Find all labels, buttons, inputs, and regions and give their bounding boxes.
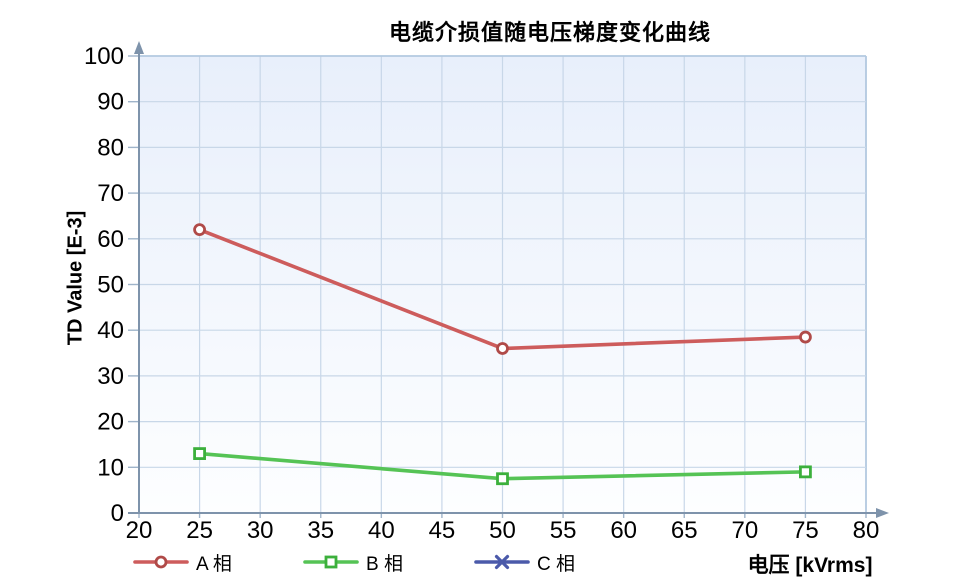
svg-text:30: 30	[97, 363, 124, 390]
legend-item-phase-a: A 相	[133, 549, 232, 575]
phase-a-line-circle-icon	[133, 555, 189, 569]
legend-item-phase-c: C 相	[474, 549, 575, 575]
svg-text:0: 0	[111, 500, 124, 527]
svg-text:40: 40	[97, 317, 124, 344]
svg-text:100: 100	[84, 43, 124, 70]
svg-text:80: 80	[97, 134, 124, 161]
svg-text:60: 60	[97, 226, 124, 253]
svg-text:25: 25	[186, 517, 213, 544]
legend-item-phase-b: B 相	[303, 549, 403, 575]
phase-b-line-square-icon	[303, 555, 359, 569]
svg-text:45: 45	[429, 517, 456, 544]
svg-text:30: 30	[247, 517, 274, 544]
svg-text:60: 60	[610, 517, 637, 544]
legend-label-phase-c: C 相	[537, 553, 576, 575]
plot-area: 0 10 20 30 40 50 60 70 80 90 100 20 25 30 35 40 45 50 55 60…	[84, 41, 889, 544]
svg-text:20: 20	[97, 409, 124, 436]
chart-title: 电缆介损值随电压梯度变化曲线	[388, 20, 711, 45]
svg-text:50: 50	[489, 517, 516, 544]
legend: A 相 B 相 C 相	[0, 549, 978, 575]
svg-text:90: 90	[97, 89, 124, 116]
svg-text:65: 65	[671, 517, 698, 544]
svg-text:50: 50	[97, 272, 124, 299]
svg-text:70: 70	[731, 517, 758, 544]
svg-text:20: 20	[126, 517, 153, 544]
svg-text:35: 35	[307, 517, 334, 544]
svg-text:80: 80	[853, 517, 880, 544]
svg-text:40: 40	[368, 517, 395, 544]
svg-text:55: 55	[550, 517, 577, 544]
legend-label-phase-b: B 相	[366, 553, 403, 575]
phase-c-line-x-icon	[474, 554, 530, 570]
legend-label-phase-a: A 相	[196, 553, 232, 575]
svg-text:75: 75	[792, 517, 819, 544]
svg-text:70: 70	[97, 180, 124, 207]
x-axis-label: 电压 [kVrms]	[747, 554, 873, 577]
svg-text:10: 10	[97, 454, 124, 481]
